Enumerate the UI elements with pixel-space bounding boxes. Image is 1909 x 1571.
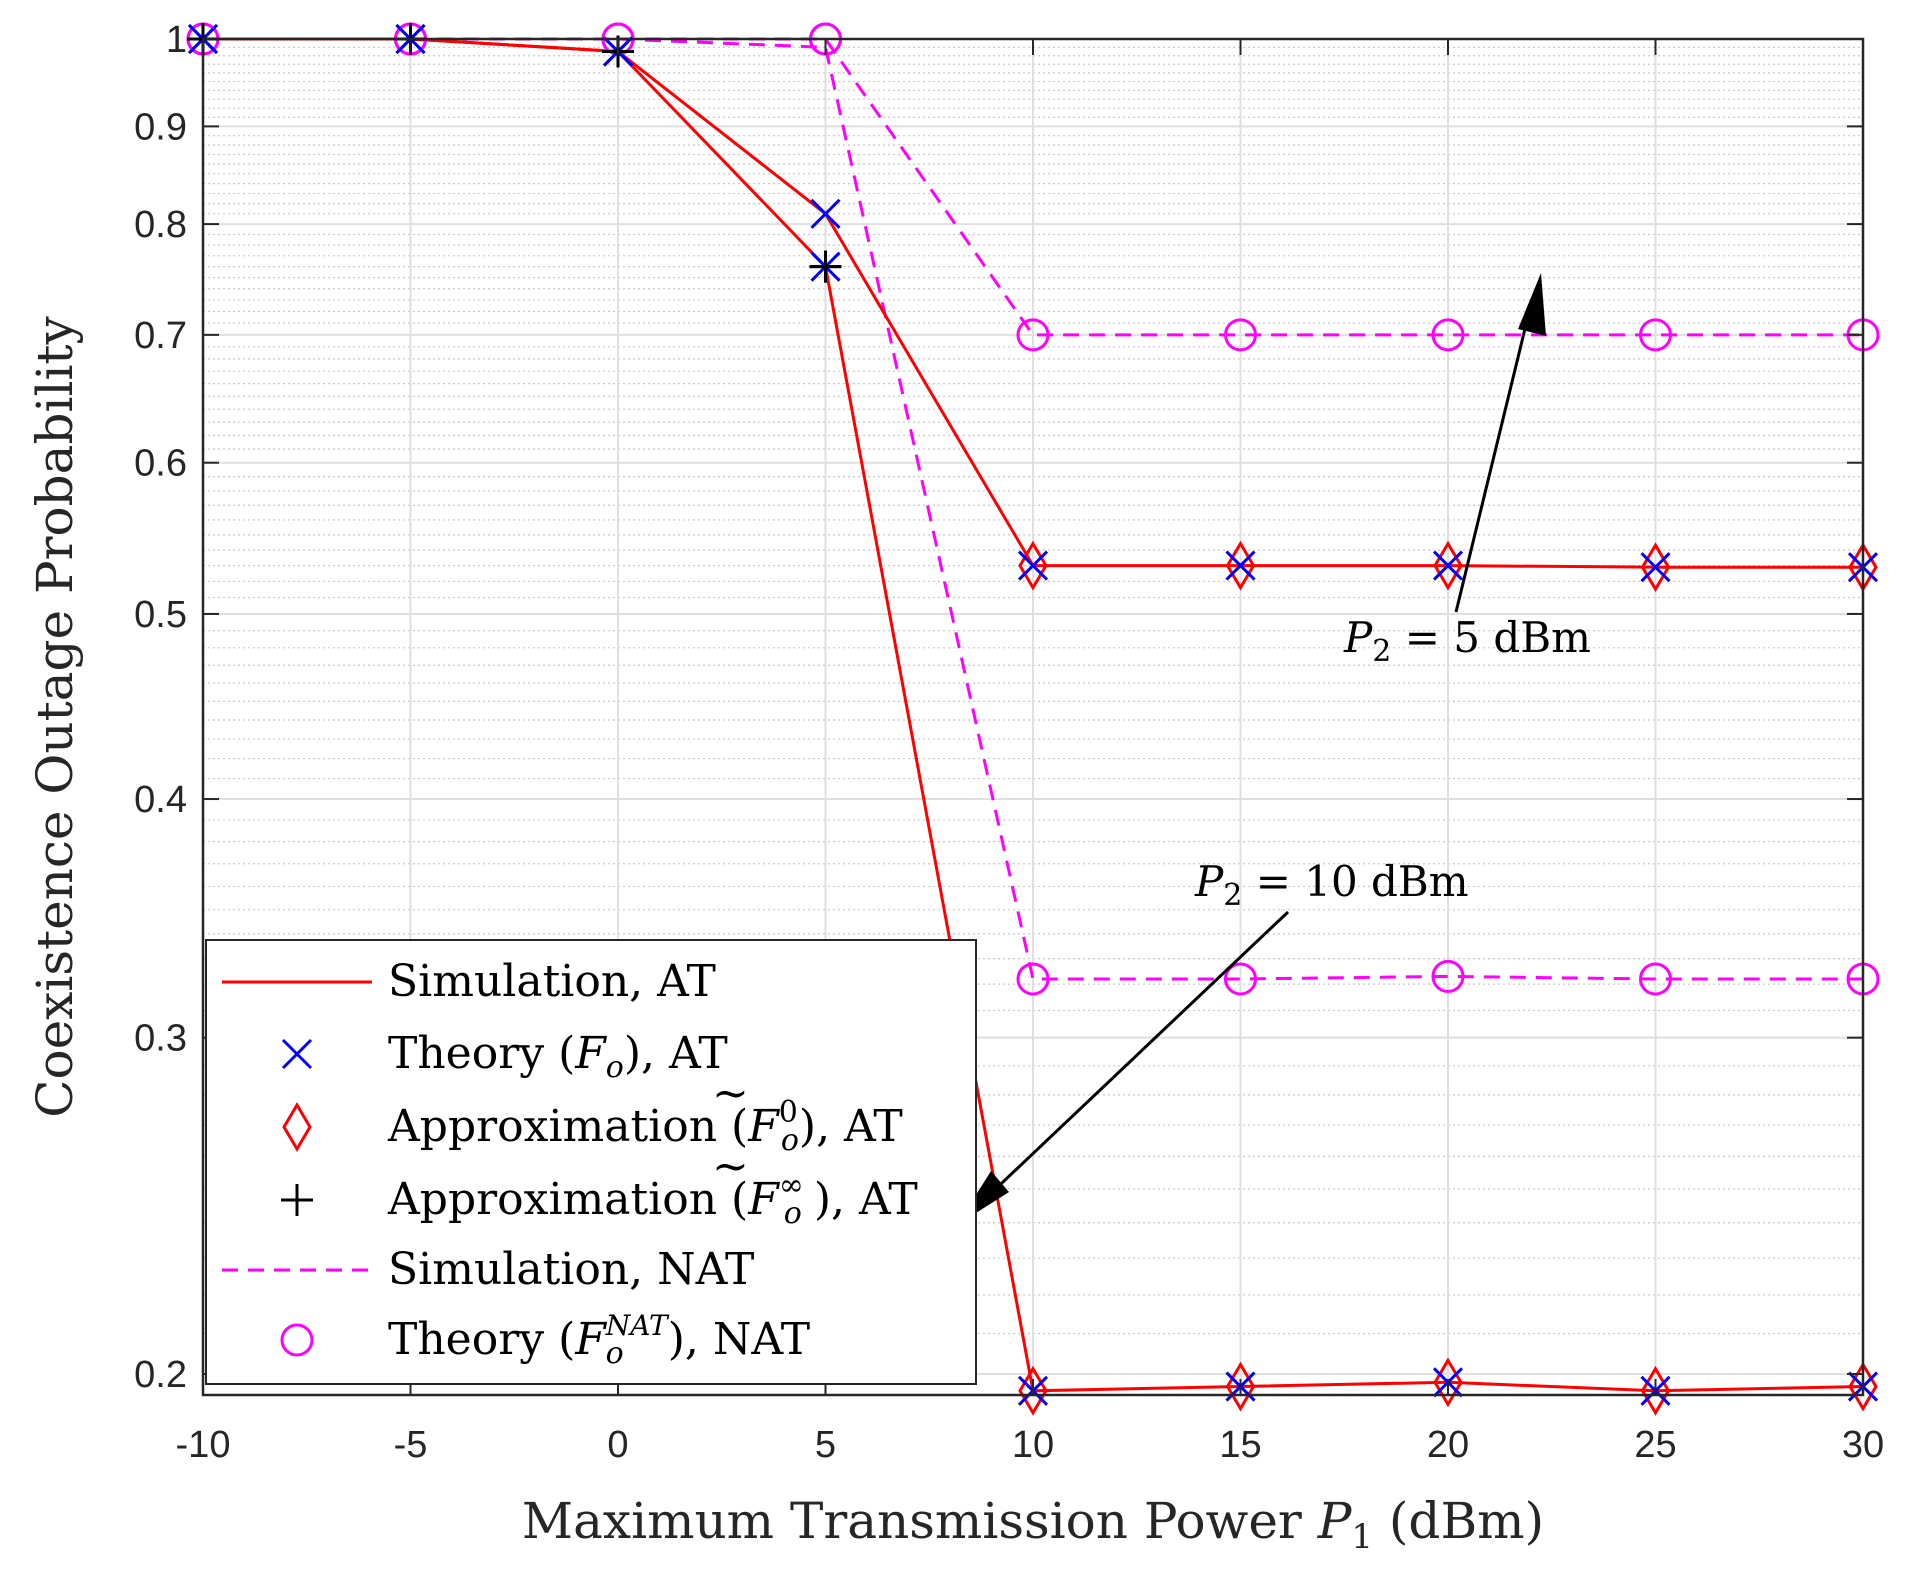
legend-5-sup: NAT <box>605 1309 670 1342</box>
legend-3-var: F <box>747 1174 780 1225</box>
x-tick-label: -10 <box>176 1424 231 1466</box>
data-point <box>810 198 841 229</box>
x-tick-label: 25 <box>1634 1424 1676 1466</box>
data-point <box>1224 318 1257 352</box>
legend-5-prefix: Theory ( <box>388 1314 575 1365</box>
legend-marker-symbol <box>282 1102 312 1152</box>
legend-1-sub: o <box>606 1050 624 1085</box>
legend-2-sub: o <box>781 1123 799 1158</box>
data-point <box>1016 318 1050 352</box>
x-tick-label: 15 <box>1219 1424 1261 1466</box>
annotation-p2-10-sub: 2 <box>1223 878 1242 913</box>
axis-ticks: -10 -5 0 5 10 15 20 25 300.20.30.40.50.60.70.80.… <box>134 19 1884 1466</box>
x-tick-label: 10 <box>1012 1424 1054 1466</box>
annotation-p2-5: P2 = 5 dBm <box>1343 613 1591 669</box>
legend-2-prefix: Approximation ( <box>387 1101 748 1152</box>
data-point <box>1016 962 1050 996</box>
legend-5-var: F <box>574 1314 607 1365</box>
annotations: P2 = 5 dBm P2 = 10 dBm <box>957 273 1591 1225</box>
data-point <box>1224 962 1257 996</box>
data-point <box>1017 550 1049 581</box>
x-axis-title-prefix: Maximum Transmission Power <box>522 1492 1318 1550</box>
x-tick-label: -5 <box>394 1424 428 1466</box>
x-tick-label: 5 <box>815 1424 836 1466</box>
legend-2-var: F <box>747 1101 780 1152</box>
x-tick-label: 20 <box>1427 1424 1469 1466</box>
y-tick-label: 0.7 <box>134 315 187 357</box>
legend-5-sub: o <box>606 1336 624 1371</box>
y-tick-label: 0.9 <box>134 106 187 148</box>
annotation-p2-10-rest: = 10 dBm <box>1242 857 1468 906</box>
series-line <box>203 37 1863 337</box>
legend-text-approx0-at: Approximation (F0 o), AT <box>387 1095 903 1158</box>
series-simulation-nat <box>203 37 1863 337</box>
data-point <box>1640 552 1671 583</box>
annotation-arrow-p2-10-shaft <box>983 910 1290 1201</box>
legend-1-prefix: Theory ( <box>388 1028 575 1079</box>
legend-1-var: F <box>574 1028 607 1079</box>
annotation-arrow-p2-5-head <box>1518 273 1546 336</box>
legend-symbols <box>222 980 372 1357</box>
legend-text-simulation-nat: Simulation, NAT <box>388 1244 754 1295</box>
x-tick-label: 30 <box>1842 1424 1884 1466</box>
legend-3-prefix: Approximation ( <box>387 1174 748 1225</box>
x-axis-title: Maximum Transmission Power P1 (dBm) <box>522 1492 1544 1557</box>
legend-2-sup: 0 <box>779 1095 798 1130</box>
data-point <box>1431 959 1465 993</box>
legend-marker-symbol <box>281 1184 313 1216</box>
legend-marker-symbol <box>280 1323 314 1357</box>
x-axis-title-sub: 1 <box>1351 1517 1373 1557</box>
annotation-p2-10: P2 = 10 dBm <box>1194 857 1469 913</box>
y-tick-label: 0.2 <box>134 1354 187 1396</box>
y-tick-label: 0.4 <box>134 779 187 821</box>
legend-text-approxinf-at: Approximation (F∞ o ), AT <box>387 1168 918 1231</box>
x-axis-title-suffix: (dBm) <box>1373 1492 1544 1550</box>
y-tick-label: 0.8 <box>134 204 187 246</box>
x-axis-title-var: P <box>1317 1492 1353 1550</box>
data-point <box>1225 550 1256 581</box>
data-point <box>1639 962 1672 996</box>
legend-3-sub: o <box>784 1196 802 1231</box>
annotation-p2-5-var: P <box>1343 613 1373 662</box>
data-point <box>1432 550 1464 581</box>
legend-3-tilde: ~ <box>712 1141 749 1192</box>
y-axis-title: Coexistence Outage Probability <box>26 315 84 1117</box>
data-point <box>809 250 842 283</box>
legend-3-suffix: ), AT <box>814 1174 918 1225</box>
annotation-p2-5-sub: 2 <box>1372 634 1391 669</box>
legend-5-suffix: ), NAT <box>668 1314 810 1365</box>
legend-box <box>205 939 977 1385</box>
legend-marker-symbol <box>281 1038 313 1070</box>
y-tick-label: 1 <box>166 19 187 61</box>
legend-3-sup: ∞ <box>779 1168 804 1203</box>
y-tick-label: 0.6 <box>134 443 187 485</box>
legend: Simulation, AT Theory (Fo), AT Approxima… <box>205 939 977 1385</box>
legend-text-theory-at: Theory (Fo), AT <box>388 1028 728 1085</box>
y-tick-label: 0.5 <box>134 594 187 636</box>
annotation-arrow-p2-5-shaft <box>1454 299 1534 613</box>
data-point <box>1431 318 1465 352</box>
x-tick-label: 0 <box>607 1424 628 1466</box>
legend-text-theory-nat: Theory (FNAT o ), NAT <box>388 1309 810 1371</box>
legend-text-simulation-at: Simulation, AT <box>388 956 716 1007</box>
annotation-p2-5-rest: = 5 dBm <box>1391 613 1591 662</box>
legend-1-suffix: ), AT <box>624 1028 728 1079</box>
legend-2-tilde: ~ <box>712 1068 749 1119</box>
annotation-p2-10-var: P <box>1194 857 1224 906</box>
grid <box>202 38 1864 1395</box>
y-tick-label: 0.3 <box>134 1018 187 1060</box>
data-point <box>1639 318 1672 352</box>
legend-2-suffix: ), AT <box>799 1101 903 1152</box>
